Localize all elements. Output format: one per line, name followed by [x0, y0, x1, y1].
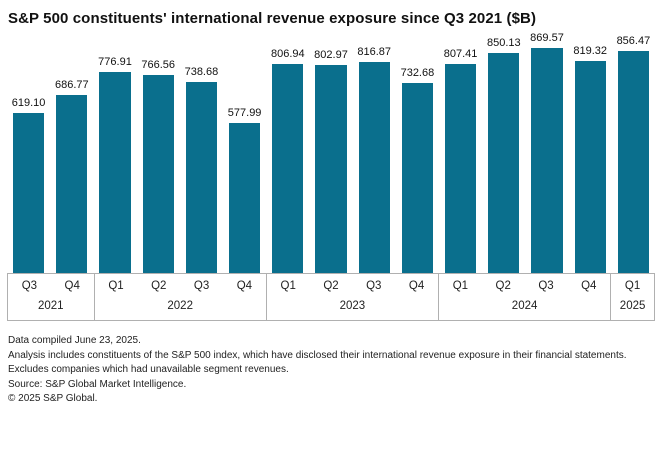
- footnote-analysis: Analysis includes constituents of the S&…: [8, 349, 627, 376]
- quarter-row: Q3 Q4: [8, 276, 94, 296]
- bar-column: 776.91: [93, 56, 136, 273]
- year-group-2022: Q1 Q2 Q3 Q4 2022: [95, 274, 267, 320]
- bar-value-label: 766.56: [141, 59, 176, 71]
- quarter-row: Q1 Q2 Q3 Q4: [95, 276, 266, 296]
- bar-value-label: 577.99: [227, 107, 262, 119]
- quarter-row: Q1: [611, 276, 654, 296]
- bar-group-2022: 776.91 766.56 738.68 577.99: [93, 56, 266, 273]
- quarter-label: Q1: [624, 280, 641, 292]
- bar-column: 869.57: [525, 32, 568, 273]
- quarter-label: Q4: [236, 280, 253, 292]
- quarter-label: Q1: [108, 280, 124, 292]
- bar: [56, 95, 88, 273]
- bar-column: 738.68: [180, 66, 223, 273]
- bar-value-label: 806.94: [270, 48, 305, 60]
- bar-group-2025: 856.47: [612, 35, 655, 273]
- bar: [531, 48, 563, 273]
- bar-group-2021: 619.10 686.77: [7, 79, 93, 273]
- quarter-label: Q1: [452, 280, 469, 292]
- year-group-2024: Q1 Q2 Q3 Q4 2024: [439, 274, 612, 320]
- bar: [574, 61, 606, 273]
- bar: [229, 123, 261, 273]
- bar-column: 807.41: [439, 48, 482, 273]
- quarter-label: Q4: [408, 280, 425, 292]
- bar: [99, 72, 131, 273]
- quarter-label: Q4: [581, 280, 597, 292]
- bar-column: 850.13: [482, 37, 525, 273]
- quarter-label: Q2: [323, 280, 339, 292]
- footnote-copyright: © 2025 S&P Global.: [8, 393, 98, 404]
- year-label: 2025: [619, 300, 646, 312]
- chart-title: S&P 500 constituents' international reve…: [8, 10, 537, 27]
- bar-group-2024: 807.41 850.13 869.57 819.32: [439, 32, 612, 273]
- year-group-2021: Q3 Q4 2021: [8, 274, 95, 320]
- footnote-compiled: Data compiled June 23, 2025.: [8, 335, 141, 346]
- bar-column: 766.56: [137, 59, 180, 273]
- x-axis: Q3 Q4 2021 Q1 Q2 Q3 Q4 2022 Q1 Q2 Q3 Q4 2023 Q1 Q2 Q3 Q4…: [7, 273, 655, 321]
- year-label: 2024: [511, 300, 538, 312]
- bar-value-label: 619.10: [11, 97, 46, 109]
- quarter-label: Q3: [21, 280, 38, 292]
- bar: [142, 75, 174, 273]
- chart-footnotes: Data compiled June 23, 2025. Analysis in…: [8, 334, 652, 407]
- bar-value-label: 686.77: [54, 79, 89, 91]
- bar: [185, 82, 217, 273]
- quarter-label: Q3: [366, 280, 382, 292]
- bar: [401, 83, 433, 273]
- year-group-2025: Q1 2025: [611, 274, 654, 320]
- quarter-label: Q4: [64, 280, 80, 292]
- year-group-2023: Q1 Q2 Q3 Q4 2023: [267, 274, 439, 320]
- bar-value-label: 776.91: [98, 56, 132, 68]
- quarter-label: Q1: [280, 280, 296, 292]
- bar-column: 819.32: [569, 45, 612, 273]
- quarter-label: Q3: [193, 280, 210, 292]
- bar-value-label: 732.68: [400, 67, 435, 79]
- bar-column: 806.94: [266, 48, 309, 273]
- bar-column: 686.77: [50, 79, 93, 273]
- bar-value-label: 816.87: [357, 46, 392, 58]
- bar-value-label: 850.13: [486, 37, 521, 49]
- bar: [488, 53, 520, 273]
- bar-column: 619.10: [7, 97, 50, 273]
- bar-column: 802.97: [309, 49, 352, 273]
- bar-chart: 619.10 686.77 776.91 766.56 738.68 577.99 806.…: [7, 27, 655, 321]
- bar: [13, 113, 45, 273]
- bar: [315, 65, 347, 273]
- bar: [358, 62, 390, 273]
- bar-value-label: 819.32: [573, 45, 608, 57]
- year-label: 2023: [339, 300, 366, 312]
- bar-value-label: 738.68: [184, 66, 219, 78]
- bar-value-label: 807.41: [443, 48, 478, 60]
- bar-column: 577.99: [223, 107, 266, 273]
- quarter-label: Q3: [538, 280, 554, 292]
- bar-column: 856.47: [612, 35, 655, 273]
- bar-value-label: 856.47: [616, 35, 651, 47]
- plot-area: 619.10 686.77 776.91 766.56 738.68 577.99 806.…: [7, 27, 655, 273]
- bar: [445, 64, 477, 273]
- quarter-label: Q2: [495, 280, 511, 292]
- bar-column: 732.68: [396, 67, 439, 273]
- bar-column: 816.87: [353, 46, 396, 273]
- bar: [272, 64, 304, 273]
- bar-value-label: 802.97: [314, 49, 348, 61]
- bar: [617, 51, 649, 273]
- footnote-source: Source: S&P Global Market Intelligence.: [8, 378, 187, 390]
- bar-group-2023: 806.94 802.97 816.87 732.68: [266, 46, 439, 273]
- year-label: 2022: [167, 300, 193, 312]
- bar-value-label: 869.57: [530, 32, 564, 44]
- year-label: 2021: [38, 300, 64, 312]
- quarter-label: Q2: [151, 280, 167, 292]
- quarter-row: Q1 Q2 Q3 Q4: [267, 276, 438, 296]
- quarter-row: Q1 Q2 Q3 Q4: [439, 276, 610, 296]
